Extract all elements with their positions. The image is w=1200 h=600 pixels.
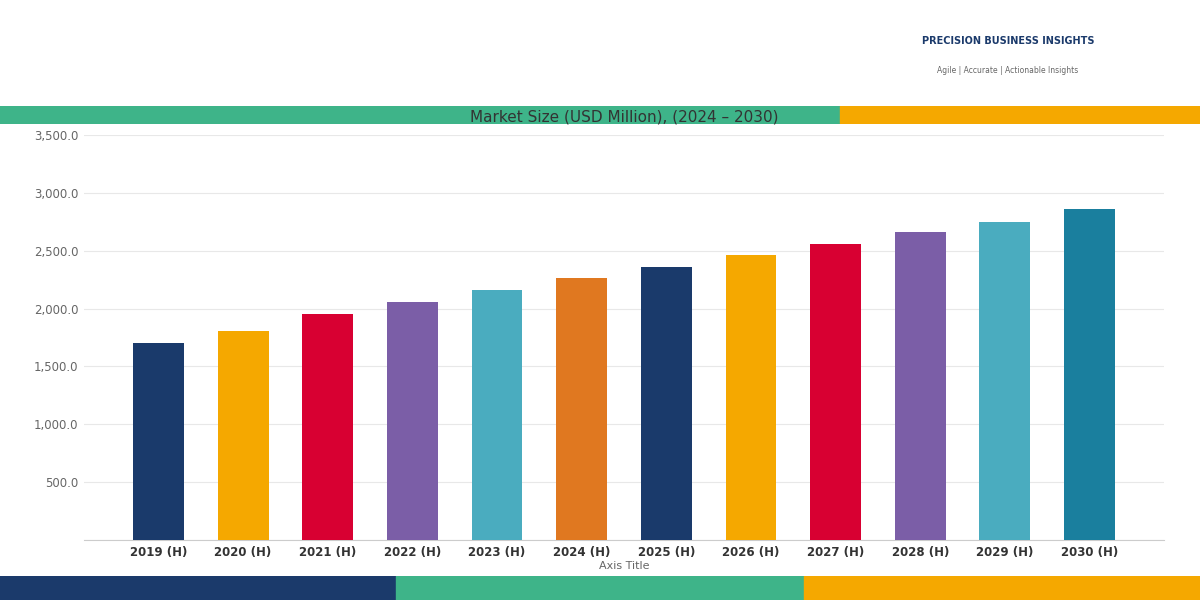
- Bar: [895, 232, 946, 540]
- Bar: [641, 267, 691, 540]
- Text: Agile | Accurate | Actionable Insights: Agile | Accurate | Actionable Insights: [937, 66, 1079, 75]
- Bar: [979, 222, 1031, 540]
- Title: Market Size (USD Million), (2024 – 2030): Market Size (USD Million), (2024 – 2030): [469, 109, 779, 124]
- Text: Devices Market: Devices Market: [353, 71, 535, 91]
- Bar: [472, 290, 522, 540]
- X-axis label: Axis Title: Axis Title: [599, 562, 649, 571]
- Bar: [1064, 209, 1115, 540]
- Bar: [133, 343, 184, 540]
- Text: North America Compartment Pressure Measurement: North America Compartment Pressure Measu…: [134, 25, 754, 44]
- Bar: [810, 244, 860, 540]
- Bar: [726, 256, 776, 540]
- FancyBboxPatch shape: [840, 8, 1176, 100]
- Bar: [302, 314, 353, 540]
- Bar: [557, 278, 607, 540]
- Bar: [217, 331, 269, 540]
- Bar: [388, 302, 438, 540]
- Text: PRECISION BUSINESS INSIGHTS: PRECISION BUSINESS INSIGHTS: [922, 36, 1094, 46]
